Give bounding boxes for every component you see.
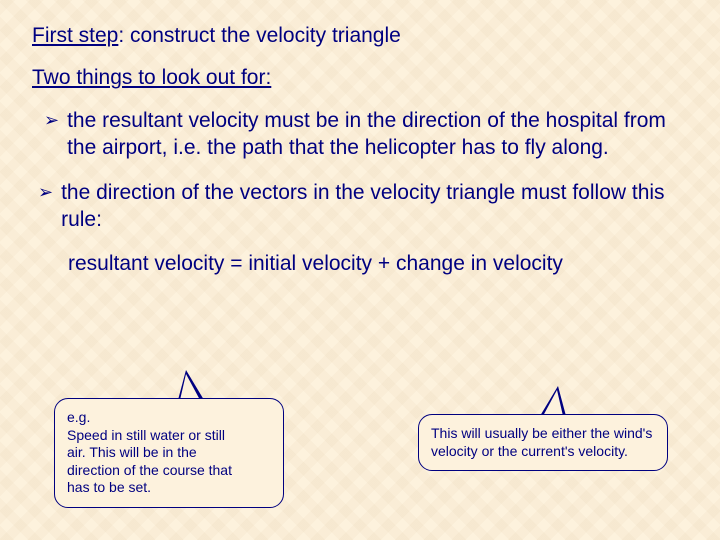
heading: First step: construct the velocity trian… [32, 24, 688, 48]
bullet-arrow-icon: ➢ [44, 110, 59, 131]
bullet-item: ➢ the direction of the vectors in the ve… [26, 180, 688, 234]
callout-initial-velocity: e.g.Speed in still water or still air. T… [54, 398, 284, 508]
callout-tail-icon [180, 374, 200, 400]
subheading: Two things to look out for: [32, 66, 688, 90]
callout-tail-icon [543, 390, 563, 416]
callout-change-in-velocity: This will usually be either the wind's v… [418, 414, 668, 471]
heading-rest: : construct the velocity triangle [118, 24, 400, 47]
bullet-text: the resultant velocity must be in the di… [67, 108, 688, 162]
bullet-item: ➢ the resultant velocity must be in the … [32, 108, 688, 162]
bullet-text: the direction of the vectors in the velo… [61, 180, 688, 234]
callout-body: Speed in still water or still air. This … [67, 427, 247, 497]
heading-underlined: First step [32, 24, 118, 47]
bullet-arrow-icon: ➢ [38, 182, 53, 203]
callout-prefix: e.g. [67, 409, 99, 427]
equation-text: resultant velocity = initial velocity + … [68, 252, 688, 276]
